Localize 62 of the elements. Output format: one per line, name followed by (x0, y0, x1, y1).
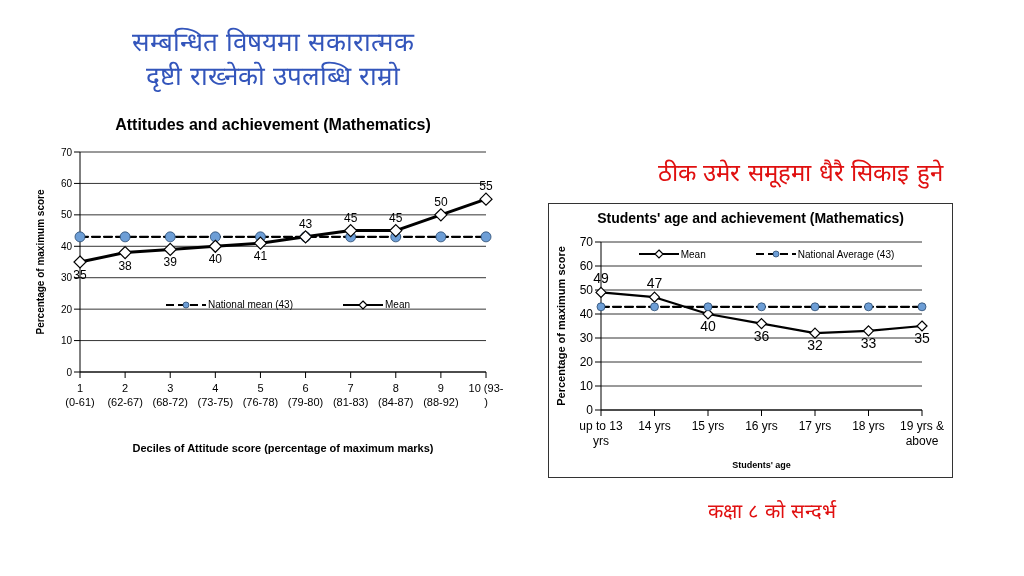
data-label: 35 (914, 330, 930, 347)
data-label: 55 (479, 178, 493, 193)
legend-label: Mean (679, 248, 706, 261)
x-tick-label: 3 (68-72) (152, 381, 188, 408)
data-label: 36 (753, 327, 770, 344)
y-tick-label: 0 (66, 366, 73, 378)
data-label: 45 (389, 210, 403, 225)
text: कक्षा ८ को सन्दर्भ (707, 498, 838, 526)
data-label: 50 (434, 194, 448, 209)
y-tick-label: 60 (579, 259, 594, 274)
data-label: 49 (593, 270, 609, 287)
data-label: 41 (253, 248, 268, 263)
chart-title: Students' age and achievement (Mathematics) (596, 210, 905, 227)
y-tick-label: 60 (60, 177, 73, 189)
data-label: 47 (646, 275, 663, 292)
y-tick-label: 10 (60, 334, 73, 346)
x-tick-label: 18 yrs (852, 419, 885, 434)
x-tick-label: 6 (79-80) (287, 381, 324, 408)
data-label: 39 (163, 255, 178, 270)
y-tick-label: 10 (579, 379, 594, 394)
y-tick-label: 0 (586, 403, 594, 418)
x-tick-label: 15 yrs (691, 419, 725, 434)
legend-label: National Average (43) (796, 248, 895, 261)
x-tick-label: 7 (81-83) (332, 381, 369, 408)
data-label: 45 (343, 210, 358, 225)
data-label: 38 (118, 258, 133, 273)
text: सम्बन्धित विषयमा सकारात्मक दृष्टी राख्नेको उपलब्धि राम्रो (130, 26, 416, 94)
x-tick-label: 5 (76-78) (242, 381, 279, 408)
x-tick-label: 17 yrs (798, 419, 832, 434)
y-tick-label: 30 (579, 331, 594, 346)
y-tick-label: 40 (579, 307, 594, 322)
data-label: 32 (807, 337, 823, 354)
x-tick-label: 1 (0-61) (65, 381, 95, 408)
y-tick-label: 20 (60, 303, 73, 315)
x-axis-title: Students' age (732, 460, 791, 471)
y-tick-label: 40 (60, 240, 73, 252)
x-tick-label: 19 yrs & above (899, 419, 945, 449)
data-label: 43 (298, 216, 313, 231)
y-tick-label: 30 (60, 271, 73, 283)
x-tick-label: 8 (84-87) (378, 381, 414, 408)
legend-label: Mean (384, 298, 411, 311)
x-tick-label: 9 (88-92) (423, 381, 459, 408)
data-label: 33 (860, 334, 877, 351)
x-tick-label: up to 13 yrs (579, 419, 624, 449)
x-tick-label: 10 (93- ) (468, 381, 504, 408)
text: ठीक उमेर समूहमा धैरै सिकाइ हुने (548, 158, 953, 190)
x-tick-label: 2 (62-67) (107, 381, 143, 408)
y-tick-label: 70 (60, 146, 73, 158)
x-tick-label: 4 (73-75) (197, 381, 234, 408)
y-tick-label: 50 (60, 209, 73, 220)
x-tick-label: 16 yrs (745, 419, 778, 434)
y-axis-title: Percentage of maximum score (554, 246, 567, 406)
data-label: 40 (208, 251, 223, 266)
chart-title: Attitudes and achievement (Mathematics) (114, 115, 432, 134)
data-label: 40 (700, 318, 716, 335)
y-tick-label: 20 (579, 355, 594, 370)
legend-label: National mean (43) (206, 298, 294, 311)
y-tick-label: 50 (579, 283, 594, 298)
y-axis-title: Percentage of maximum score (34, 188, 46, 335)
x-tick-label: 14 yrs (638, 419, 671, 434)
x-axis-title: Deciles of Attitude score (percentage of maximum marks) (132, 441, 434, 454)
y-tick-label: 70 (579, 235, 594, 250)
